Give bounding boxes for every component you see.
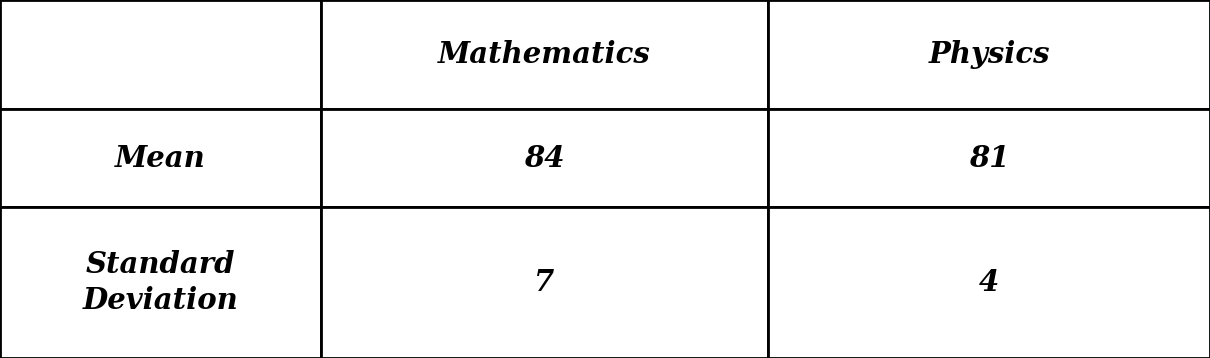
- Text: 81: 81: [969, 144, 1009, 173]
- Bar: [0, 0, 321, 109]
- Text: Mean: Mean: [115, 144, 206, 173]
- Bar: [321, 0, 768, 109]
- Text: Mathematics: Mathematics: [438, 40, 651, 69]
- Bar: [321, 109, 768, 207]
- Bar: [768, 0, 1210, 109]
- Text: 84: 84: [524, 144, 565, 173]
- Text: Standard
Deviation: Standard Deviation: [82, 250, 238, 315]
- Bar: [768, 207, 1210, 358]
- Bar: [768, 109, 1210, 207]
- Text: 7: 7: [535, 268, 554, 297]
- Bar: [321, 207, 768, 358]
- Text: 4: 4: [979, 268, 999, 297]
- Bar: [0, 109, 321, 207]
- Bar: [0, 207, 321, 358]
- Text: Physics: Physics: [928, 40, 1050, 69]
